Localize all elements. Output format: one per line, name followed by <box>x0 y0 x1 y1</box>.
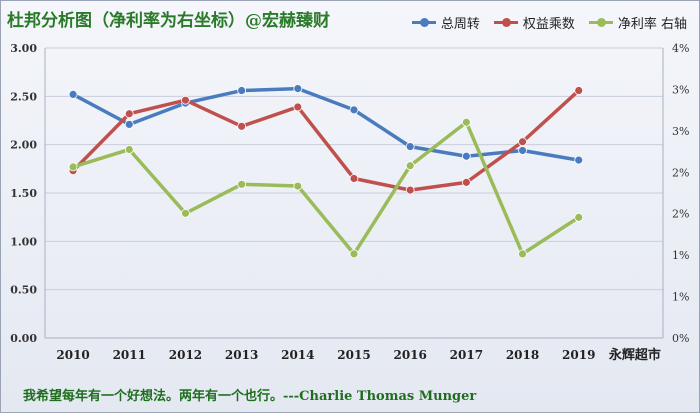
right-tick-label: 1% <box>672 291 689 304</box>
data-point <box>574 86 584 95</box>
legend-label: 总周转 <box>440 17 480 32</box>
left-tick-label: 3.00 <box>10 42 37 55</box>
left-tick-label: 1.00 <box>10 235 37 248</box>
data-point <box>405 185 415 195</box>
left-tick-label: 0.00 <box>10 332 37 345</box>
data-point <box>124 145 134 154</box>
x-tick-label: 2012 <box>169 348 202 362</box>
data-point <box>461 117 471 127</box>
series-line-3 <box>71 120 581 256</box>
left-tick-label: 1.50 <box>10 187 37 200</box>
legend: 总周转 权益乘数 净利率 右轴 <box>411 13 687 32</box>
data-point <box>461 177 471 187</box>
data-point <box>574 212 584 222</box>
x-tick-label: 2011 <box>113 348 146 362</box>
x-tick-label: 2018 <box>506 348 539 362</box>
data-point <box>293 84 303 93</box>
left-tick-label: 2.50 <box>10 90 37 103</box>
x-tick-label: 2014 <box>281 348 314 362</box>
series-line-1 <box>71 86 581 162</box>
watermark-label: 永辉超市 <box>608 347 661 363</box>
data-point <box>181 208 190 218</box>
data-point <box>124 109 134 119</box>
right-tick-label: 4% <box>672 42 689 55</box>
data-point <box>461 151 471 161</box>
data-point <box>237 121 247 131</box>
data-point <box>405 161 415 171</box>
data-point <box>68 162 78 172</box>
x-tick-label: 2019 <box>562 348 595 362</box>
data-point <box>349 249 359 259</box>
legend-swatch <box>411 18 436 27</box>
right-tick-label: 3% <box>672 125 689 138</box>
data-point <box>518 137 527 147</box>
data-point <box>124 119 134 129</box>
legend-label: 权益乘数 <box>522 17 575 32</box>
right-tick-label: 3% <box>672 83 689 96</box>
legend-swatch <box>493 18 518 27</box>
data-point <box>405 142 415 152</box>
legend-item: 权益乘数 <box>493 13 575 32</box>
data-point <box>68 90 78 99</box>
data-point <box>293 181 303 191</box>
right-tick-label: 2% <box>672 166 689 179</box>
data-point <box>181 95 190 105</box>
right-tick-label: 1% <box>672 249 689 262</box>
series-line-2 <box>71 88 581 192</box>
quote-footer: 我希望每年有一个好想法。两年有一个也行。---Charlie Thomas Mu… <box>23 389 477 404</box>
x-tick-label: 2010 <box>56 348 89 362</box>
chart-title: 杜邦分析图（净利率为右坐标）@宏赫臻财 <box>7 11 330 31</box>
data-point <box>574 155 584 165</box>
right-tick-label: 0% <box>672 332 689 345</box>
data-point <box>349 174 359 183</box>
data-point <box>518 249 527 259</box>
legend-item: 总周转 <box>411 13 480 32</box>
data-point <box>237 86 247 95</box>
x-tick-label: 2015 <box>337 348 370 362</box>
left-tick-label: 0.50 <box>10 284 37 297</box>
x-tick-label: 2016 <box>393 348 426 362</box>
legend-label: 净利率 右轴 <box>617 17 687 32</box>
legend-swatch <box>588 18 613 27</box>
right-tick-label: 2% <box>672 208 689 221</box>
data-point <box>293 102 303 112</box>
legend-item: 净利率 右轴 <box>588 13 687 32</box>
data-point <box>349 105 359 115</box>
left-tick-label: 2.00 <box>10 139 37 152</box>
data-point <box>237 179 247 189</box>
data-point <box>518 146 527 155</box>
x-tick-label: 2013 <box>225 348 258 362</box>
x-tick-label: 2017 <box>450 348 483 362</box>
